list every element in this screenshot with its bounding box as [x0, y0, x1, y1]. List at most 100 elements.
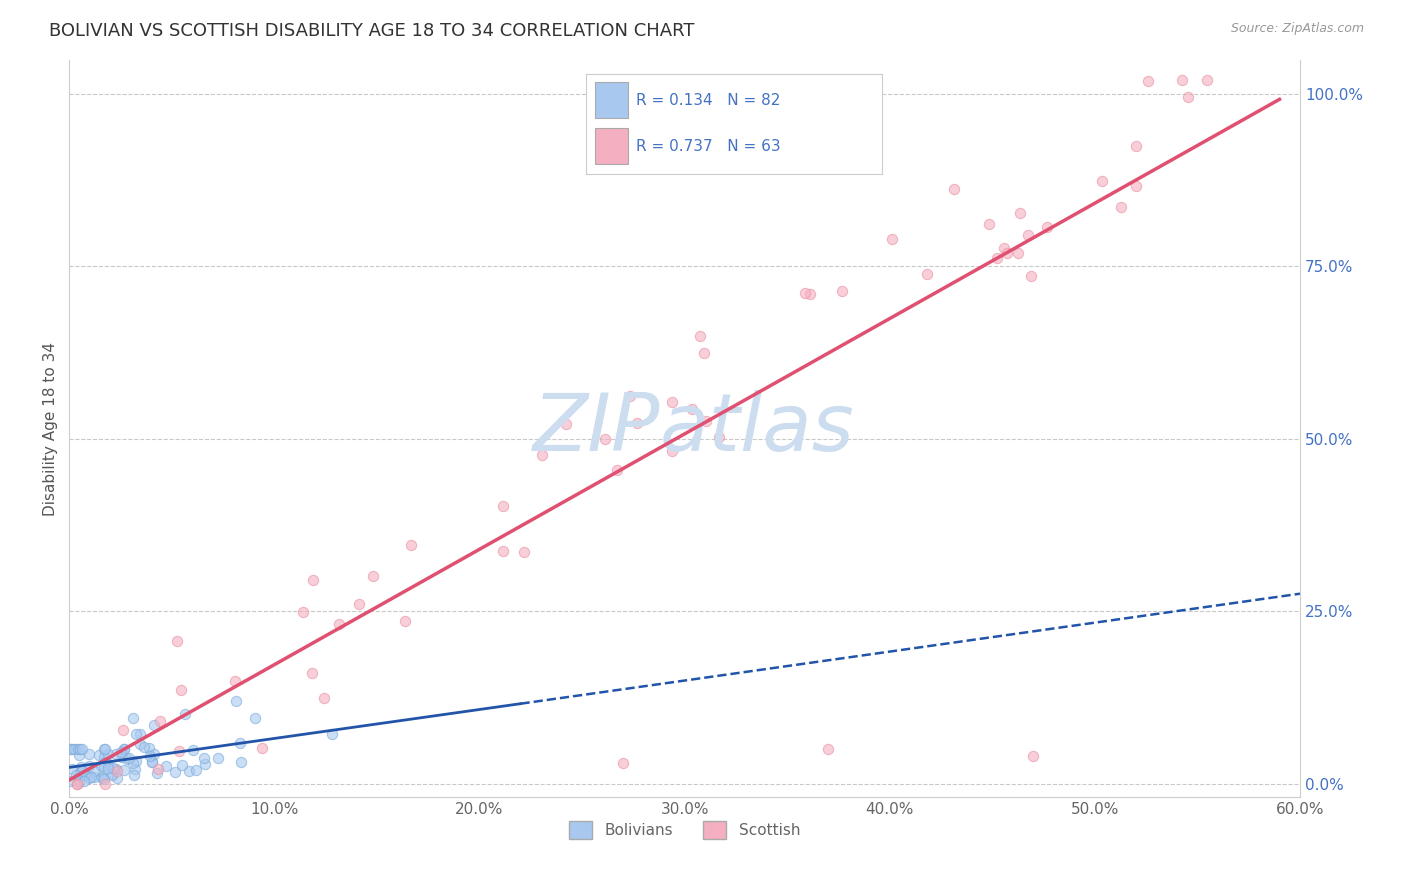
Point: [995, 246, 1018, 260]
Y-axis label: Disability Age 18 to 34: Disability Age 18 to 34: [44, 342, 58, 516]
Point: [799, 287, 821, 301]
Point: [138, 741, 160, 756]
Point: [112, 742, 135, 756]
Point: [179, 764, 201, 778]
Point: [312, 690, 335, 705]
Point: [111, 749, 134, 764]
Point: [986, 251, 1008, 265]
Point: [1177, 90, 1199, 104]
Point: [593, 432, 616, 446]
Point: [880, 231, 903, 245]
Point: [141, 755, 163, 769]
Point: [183, 743, 205, 757]
Point: [977, 217, 1000, 231]
Point: [1007, 246, 1029, 260]
Point: [1109, 201, 1132, 215]
Point: [129, 737, 152, 751]
Point: [125, 754, 148, 768]
Point: [1125, 179, 1147, 194]
Point: [661, 395, 683, 409]
Point: [143, 747, 166, 761]
Point: [194, 756, 217, 771]
Point: [169, 683, 191, 698]
Point: [173, 707, 195, 722]
Point: [229, 755, 252, 769]
Point: [66, 742, 89, 756]
Point: [606, 463, 628, 477]
Point: [689, 328, 711, 343]
Point: [492, 544, 515, 558]
Point: [69, 765, 91, 780]
Point: [993, 241, 1015, 255]
Point: [67, 775, 90, 789]
Point: [93, 772, 115, 786]
Point: [301, 665, 323, 680]
Point: [72, 742, 94, 756]
Point: [394, 614, 416, 628]
Point: [1019, 268, 1042, 283]
Point: [66, 777, 89, 791]
Point: [1036, 220, 1059, 235]
Point: [193, 751, 215, 765]
Point: [942, 182, 965, 196]
Point: [65, 768, 87, 782]
Point: [118, 751, 141, 765]
Point: [101, 760, 124, 774]
Point: [399, 538, 422, 552]
Point: [225, 694, 247, 708]
Point: [184, 764, 207, 778]
Point: [96, 756, 118, 771]
Point: [90, 770, 112, 784]
Legend: Bolivians, Scottish: Bolivians, Scottish: [562, 815, 806, 845]
Point: [110, 746, 132, 760]
Point: [1197, 73, 1219, 87]
Point: [128, 727, 150, 741]
Point: [145, 766, 167, 780]
Point: [90, 771, 112, 785]
Point: [831, 284, 853, 298]
Point: [87, 747, 110, 762]
Point: [155, 758, 177, 772]
Point: [141, 756, 163, 770]
Point: [122, 768, 145, 782]
Point: [94, 755, 117, 769]
Point: [707, 430, 730, 444]
Point: [94, 777, 117, 791]
Point: [72, 774, 94, 789]
Point: [69, 742, 91, 756]
Point: [626, 416, 648, 430]
Point: [302, 573, 325, 587]
Point: [167, 744, 190, 758]
Point: [105, 764, 128, 778]
Point: [122, 711, 145, 725]
Point: [681, 402, 703, 417]
Point: [83, 764, 105, 779]
Point: [243, 711, 266, 725]
Point: [139, 749, 162, 764]
Point: [612, 756, 634, 770]
Point: [1017, 228, 1039, 243]
Point: [1170, 73, 1192, 87]
Text: atlas: atlas: [659, 390, 855, 467]
Point: [124, 762, 146, 776]
Point: [59, 742, 82, 756]
Point: [349, 597, 371, 611]
Point: [361, 569, 384, 583]
Point: [90, 759, 112, 773]
Point: [60, 762, 83, 776]
Point: [166, 634, 188, 648]
Text: Source: ZipAtlas.com: Source: ZipAtlas.com: [1230, 22, 1364, 36]
Point: [817, 742, 839, 756]
Point: [97, 761, 120, 775]
Point: [125, 727, 148, 741]
Point: [66, 777, 89, 791]
Point: [121, 756, 143, 771]
Point: [692, 346, 714, 360]
Point: [93, 742, 115, 756]
Point: [79, 758, 101, 772]
Point: [94, 742, 117, 756]
Point: [77, 747, 100, 761]
Point: [492, 500, 515, 514]
Point: [104, 747, 127, 761]
Point: [250, 741, 273, 756]
